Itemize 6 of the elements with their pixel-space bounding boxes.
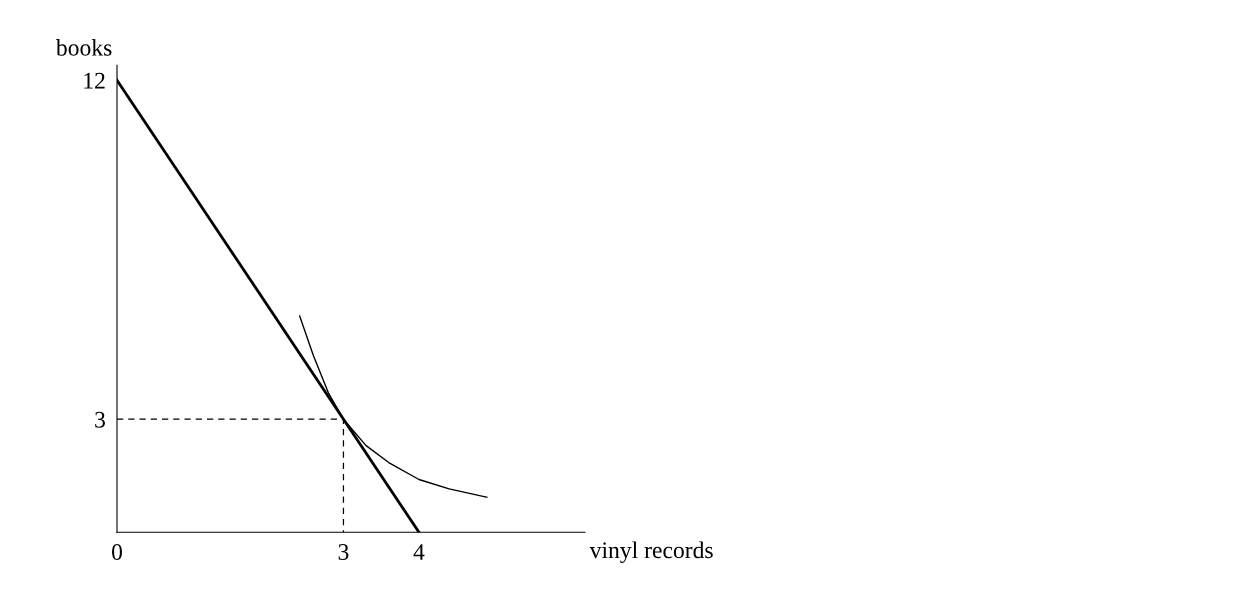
x-axis-title: vinyl records (589, 541, 713, 564)
y-axis-title: books (55, 39, 112, 56)
x-tick-label: 3 (338, 544, 349, 560)
x-tick-label: 0 (112, 544, 122, 560)
y-tick-label: 12 (84, 72, 105, 89)
x-tick-label: 4 (413, 544, 425, 560)
